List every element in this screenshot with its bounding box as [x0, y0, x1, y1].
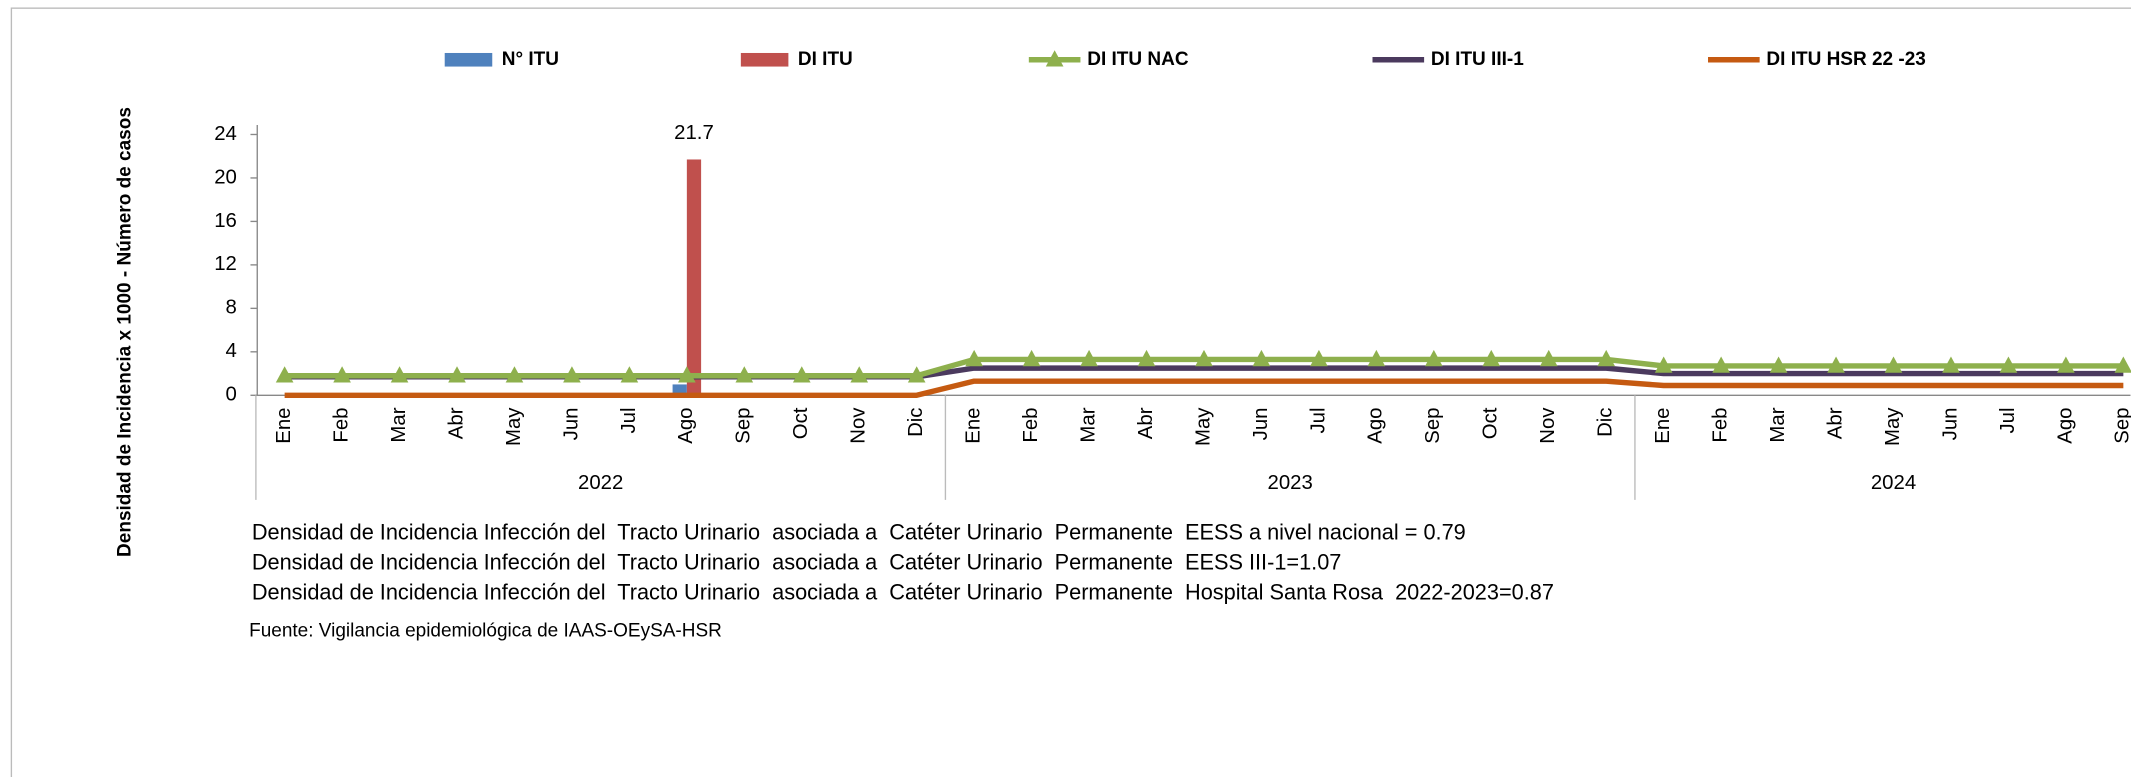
x-tick-label: Jun — [560, 408, 582, 441]
legend-label: DI ITU HSR 22 -23 — [1766, 49, 1925, 70]
marker — [1310, 349, 1328, 367]
marker — [907, 366, 926, 383]
legend-swatch — [444, 52, 493, 67]
x-tick-label: Mar — [388, 407, 410, 442]
marker — [1769, 356, 1788, 373]
x-tick-label: Jul — [618, 408, 640, 434]
x-tick-label: Sep — [2112, 408, 2131, 444]
marker — [505, 366, 524, 383]
y-tick-label: 4 — [226, 340, 237, 362]
marker — [1654, 356, 1673, 373]
y-tick-label: 8 — [226, 297, 237, 319]
marker — [2057, 356, 2075, 373]
marker — [1827, 356, 1845, 373]
marker — [1482, 349, 1501, 367]
group-label: 2022 — [578, 472, 623, 494]
marker — [850, 366, 869, 383]
x-tick-label: Jul — [1307, 408, 1329, 434]
legend-label: DI ITU NAC — [1087, 49, 1189, 70]
marker — [275, 366, 294, 383]
legend-swatch — [740, 52, 789, 67]
marker — [1424, 349, 1443, 367]
marker — [563, 366, 581, 383]
marker — [333, 366, 351, 383]
x-tick-label: Nov — [1537, 407, 1559, 444]
x-tick-label: Oct — [790, 407, 812, 439]
marker — [1080, 349, 1098, 367]
marker — [448, 366, 466, 383]
x-tick-label: Feb — [330, 408, 352, 443]
x-tick-label: Abr — [1824, 407, 1846, 439]
marker — [735, 366, 754, 383]
data-label: 21.7 — [674, 122, 714, 144]
x-tick-label: Mar — [1767, 407, 1789, 442]
y-tick-label: 12 — [214, 253, 237, 275]
x-tick-label: Sep — [1422, 408, 1444, 444]
marker — [1999, 356, 2018, 373]
marker — [965, 349, 983, 367]
marker — [1137, 349, 1156, 367]
line — [284, 378, 2124, 399]
marker — [1884, 356, 1903, 373]
note: Densidad de Incidencia Infección del Tra… — [252, 549, 1342, 574]
x-tick-label: Dic — [905, 408, 927, 437]
x-tick-label: Abr — [1135, 407, 1157, 439]
legend-label: N° ITU — [502, 49, 559, 70]
bar — [686, 159, 702, 396]
group-label: 2024 — [1871, 472, 1916, 494]
marker — [1367, 349, 1386, 367]
x-tick-label: Ene — [273, 408, 295, 444]
x-tick-label: Ago — [2054, 408, 2076, 444]
x-tick-label: Mar — [1077, 407, 1099, 442]
x-tick-label: Ene — [963, 408, 985, 444]
x-tick-label: May — [1882, 407, 1904, 446]
note: Densidad de Incidencia Infección del Tra… — [252, 520, 1466, 545]
marker — [620, 366, 639, 383]
legend-label: DI ITU — [798, 49, 853, 70]
x-tick-label: Ago — [1365, 408, 1387, 444]
x-tick-label: Dic — [1595, 408, 1617, 437]
marker — [2114, 356, 2131, 373]
y-tick-label: 20 — [214, 166, 237, 188]
marker — [1597, 349, 1616, 367]
bar — [672, 384, 687, 396]
marker — [1252, 349, 1271, 367]
marker — [390, 366, 409, 383]
x-tick-label: May — [1192, 407, 1214, 446]
marker — [1539, 349, 1558, 367]
marker — [678, 366, 696, 383]
legend-label: DI ITU III-1 — [1431, 49, 1524, 70]
x-tick-label: Nov — [848, 407, 870, 444]
y-tick-label: 24 — [214, 123, 237, 145]
marker — [1195, 349, 1213, 367]
marker — [1022, 349, 1041, 367]
x-tick-label: Ene — [1652, 408, 1674, 444]
marker — [792, 366, 811, 383]
x-tick-label: May — [503, 407, 525, 446]
y-tick-label: 0 — [226, 384, 237, 406]
x-tick-label: Feb — [1710, 408, 1732, 443]
x-tick-label: Sep — [733, 408, 755, 444]
x-tick-label: Feb — [1020, 408, 1042, 443]
x-tick-label: Jul — [1997, 408, 2019, 434]
x-tick-label: Abr — [445, 407, 467, 439]
x-tick-label: Jun — [1250, 408, 1272, 441]
x-tick-label: Oct — [1480, 407, 1502, 439]
y-axis-title: Densidad de Incidencia x 1000 - Número d… — [115, 107, 136, 557]
group-label: 2023 — [1268, 472, 1313, 494]
legend-marker — [1045, 50, 1064, 67]
source: Fuente: Vigilancia epidemiológica de IAA… — [249, 621, 722, 642]
note: Densidad de Incidencia Infección del Tra… — [252, 579, 1554, 604]
marker — [1942, 356, 1960, 373]
x-tick-label: Ago — [675, 408, 697, 444]
y-tick-label: 16 — [214, 210, 237, 232]
marker — [1712, 356, 1730, 373]
frame — [10, 7, 2131, 777]
x-tick-label: Jun — [1939, 408, 1961, 441]
